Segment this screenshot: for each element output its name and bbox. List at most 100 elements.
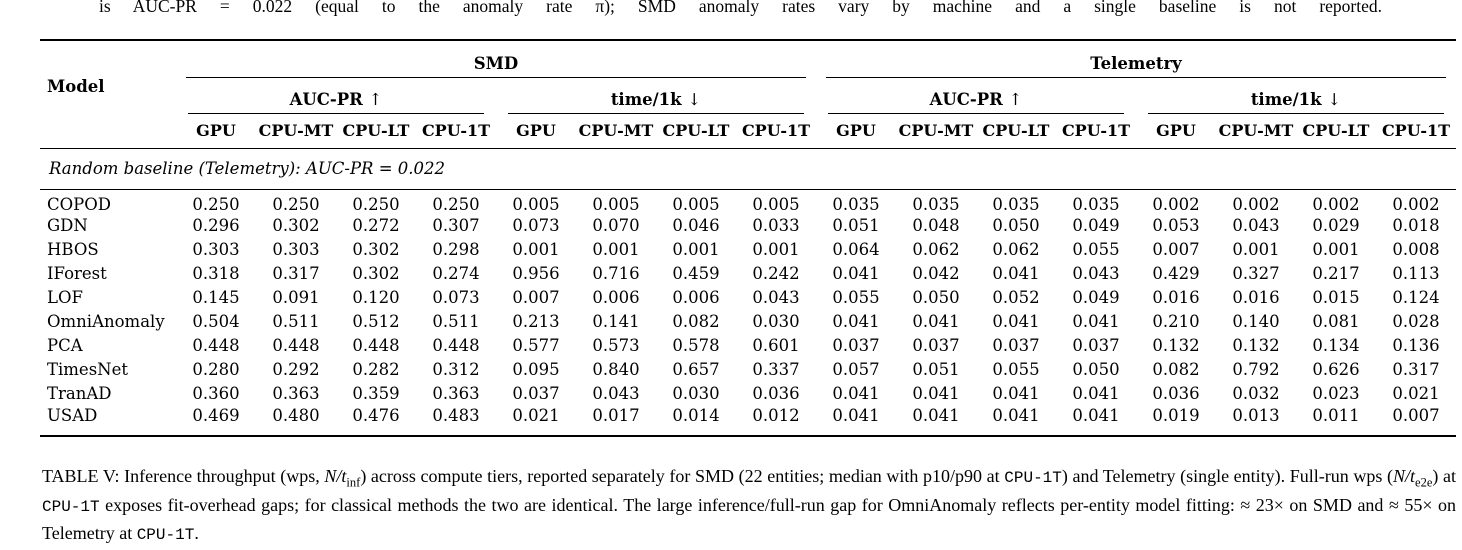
value-cell: 0.049 xyxy=(1072,288,1120,307)
value-cell: 0.064 xyxy=(832,240,880,259)
value-cell: 0.132 xyxy=(1232,336,1280,355)
value-cell: 0.504 xyxy=(192,312,240,331)
value-cell: 0.037 xyxy=(1072,336,1120,355)
table-row: HBOS 0.303 0.303 0.302 0.298 0.001 0.001 0.001 0… xyxy=(40,238,1456,262)
value-cell: 0.046 xyxy=(672,216,720,235)
baseline-note-row: Random baseline (Telemetry): AUC-PR = 0.… xyxy=(40,148,1457,190)
value-cell: 0.302 xyxy=(352,264,400,283)
model-name: OmniAnomaly xyxy=(47,312,165,331)
value-cell: 0.363 xyxy=(432,384,480,403)
value-cell: 0.001 xyxy=(672,240,720,259)
value-cell: 0.043 xyxy=(1072,264,1120,283)
value-cell: 0.055 xyxy=(992,360,1040,379)
baseline-note: Random baseline (Telemetry): AUC-PR = 0.… xyxy=(40,148,1457,190)
model-name: LOF xyxy=(47,288,83,307)
value-cell: 0.017 xyxy=(592,405,640,425)
value-cell: 0.035 xyxy=(832,194,880,214)
value-cell: 0.005 xyxy=(752,194,800,214)
caption-segment: ) and Telemetry (single entity). Full-ru… xyxy=(1061,466,1394,486)
group-header-telemetry: Telemetry xyxy=(816,40,1456,78)
value-cell: 0.480 xyxy=(272,405,320,425)
model-name: TimesNet xyxy=(47,360,128,379)
value-cell: 0.716 xyxy=(592,264,640,283)
table-row: COPOD 0.250 0.250 0.250 0.250 0.005 0.005 0.005… xyxy=(40,189,1456,214)
value-cell: 0.037 xyxy=(992,336,1040,355)
value-cell: 0.016 xyxy=(1232,288,1280,307)
model-name: GDN xyxy=(47,216,88,235)
value-cell: 0.018 xyxy=(1392,216,1440,235)
dataset-group-header-row: Model SMD Telemetry xyxy=(40,40,1456,149)
value-cell: 0.210 xyxy=(1152,312,1200,331)
value-cell: 0.037 xyxy=(512,384,560,403)
value-cell: 0.312 xyxy=(432,360,480,379)
caption-segment: ) at xyxy=(1432,466,1457,486)
value-cell: 0.041 xyxy=(912,405,960,425)
value-cell: 0.840 xyxy=(592,360,640,379)
value-cell: 0.007 xyxy=(1152,240,1200,259)
value-cell: 0.041 xyxy=(832,264,880,283)
metric-label: time/1k xyxy=(610,90,682,109)
value-cell: 0.001 xyxy=(512,240,560,259)
value-cell: 0.051 xyxy=(832,216,880,235)
table-caption: TABLE V: Inference throughput (wps, N/ti… xyxy=(42,463,1456,549)
value-cell: 0.134 xyxy=(1312,336,1360,355)
value-cell: 0.041 xyxy=(992,312,1040,331)
model-name: IForest xyxy=(47,264,107,283)
rule-under-metric xyxy=(508,113,804,114)
value-cell: 0.036 xyxy=(752,384,800,403)
value-cell: 0.250 xyxy=(272,194,320,214)
tier-header-smd-time1k-cpu-lt: CPU-LT xyxy=(656,114,736,149)
value-cell: 0.035 xyxy=(1072,194,1120,214)
value-cell: 0.016 xyxy=(1152,288,1200,307)
value-cell: 0.250 xyxy=(352,194,400,214)
group-header-smd: SMD xyxy=(176,40,816,78)
up-arrow-icon: ↑ xyxy=(368,90,383,109)
value-cell: 0.091 xyxy=(272,288,320,307)
value-cell: 0.007 xyxy=(512,288,560,307)
value-cell: 0.140 xyxy=(1232,312,1280,331)
value-cell: 0.008 xyxy=(1392,240,1440,259)
value-cell: 0.280 xyxy=(192,360,240,379)
value-cell: 0.035 xyxy=(992,194,1040,214)
value-cell: 0.002 xyxy=(1312,194,1360,214)
value-cell: 0.448 xyxy=(192,336,240,355)
value-cell: 0.032 xyxy=(1232,384,1280,403)
value-cell: 0.037 xyxy=(832,336,880,355)
value-cell: 0.511 xyxy=(432,312,480,331)
value-cell: 0.042 xyxy=(912,264,960,283)
value-cell: 0.030 xyxy=(752,312,800,331)
rule-under-metric xyxy=(188,113,484,114)
metric-header-smd-time1k: time/1k ↓ xyxy=(496,78,816,114)
value-cell: 0.021 xyxy=(512,405,560,425)
value-cell: 0.041 xyxy=(912,312,960,331)
value-cell: 0.055 xyxy=(1072,240,1120,259)
metric-header-telemetry-time1k: time/1k ↓ xyxy=(1136,78,1456,114)
value-cell: 0.327 xyxy=(1232,264,1280,283)
value-cell: 0.050 xyxy=(992,216,1040,235)
metric-label: AUC-PR xyxy=(929,90,1003,109)
value-cell: 0.023 xyxy=(1312,384,1360,403)
value-cell: 0.318 xyxy=(192,264,240,283)
value-cell: 0.041 xyxy=(1072,384,1120,403)
value-cell: 0.002 xyxy=(1152,194,1200,214)
value-cell: 0.124 xyxy=(1392,288,1440,307)
caption-segment: TABLE V: Inference throughput (wps, xyxy=(42,466,325,486)
tier-header-smd-time1k-gpu: GPU xyxy=(496,114,576,149)
caption-segment: N/t xyxy=(324,466,347,486)
value-cell: 0.050 xyxy=(1072,360,1120,379)
table-row: TimesNet 0.280 0.292 0.282 0.312 0.095 0.840 0.… xyxy=(40,358,1456,382)
value-cell: 0.021 xyxy=(1392,384,1440,403)
value-cell: 0.053 xyxy=(1152,216,1200,235)
value-cell: 0.956 xyxy=(512,264,560,283)
value-cell: 0.015 xyxy=(1312,288,1360,307)
table-row: USAD 0.469 0.480 0.476 0.483 0.021 0.017 0.014 0… xyxy=(40,406,1456,436)
value-cell: 0.041 xyxy=(992,264,1040,283)
model-name: COPOD xyxy=(47,194,112,214)
value-cell: 0.050 xyxy=(912,288,960,307)
value-cell: 0.014 xyxy=(672,405,720,425)
value-cell: 0.048 xyxy=(912,216,960,235)
tier-header-smd-time1k-cpu-1t: CPU-1T xyxy=(736,114,816,149)
value-cell: 0.337 xyxy=(752,360,800,379)
value-cell: 0.298 xyxy=(432,240,480,259)
value-cell: 0.082 xyxy=(1152,360,1200,379)
